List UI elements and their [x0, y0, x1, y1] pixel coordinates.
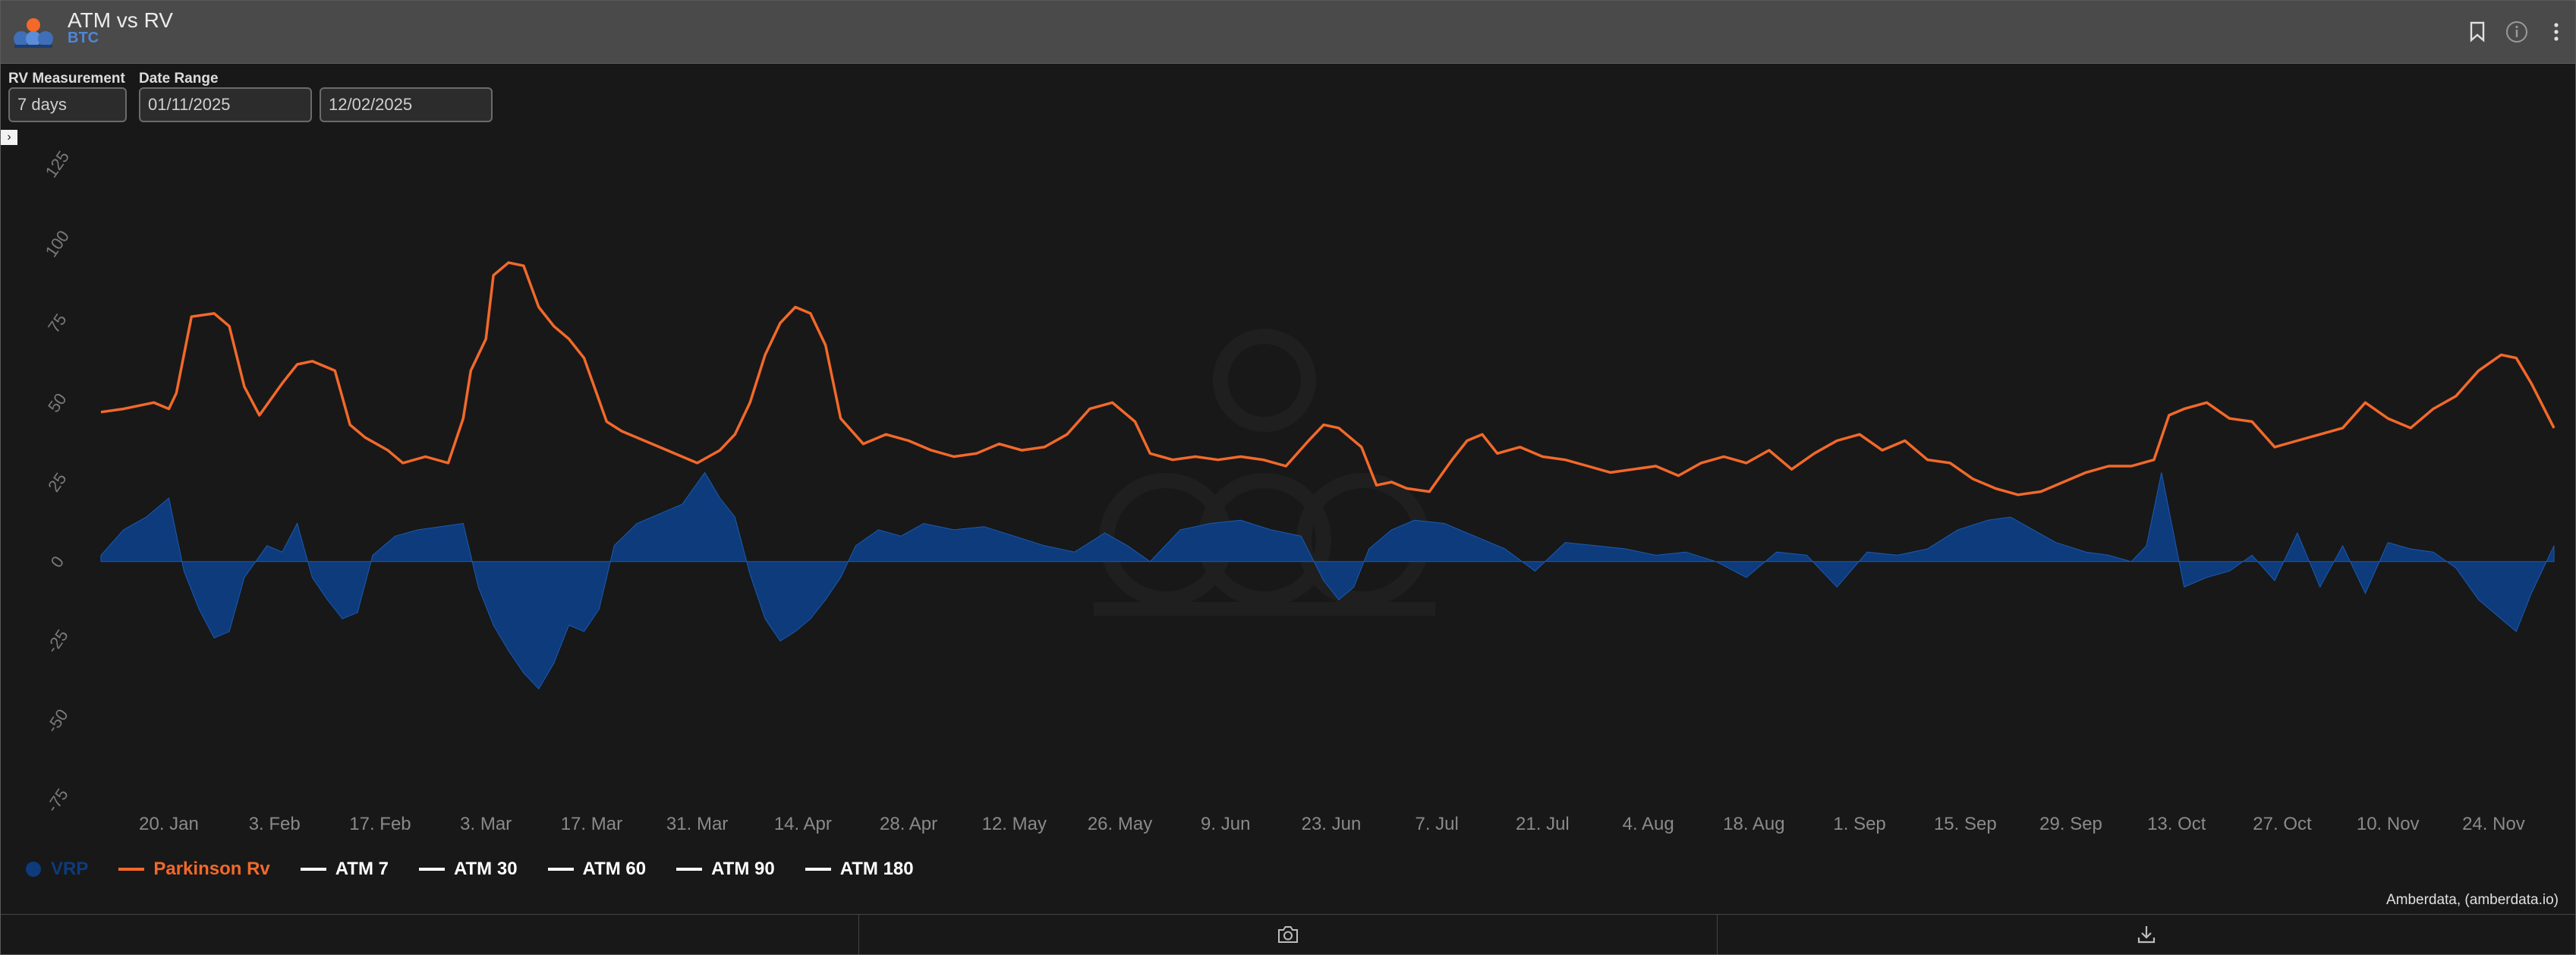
date-start-value: 01/11/2025 [148, 95, 231, 114]
y-tick-label: 50 [44, 389, 71, 415]
bookmark-icon[interactable] [2463, 17, 2492, 46]
chart-credits[interactable]: Amberdata, (amberdata.io) [2385, 892, 2559, 908]
legend-item-vrp[interactable]: VRP [25, 859, 88, 880]
download-icon [2137, 926, 2156, 944]
legend-label: VRP [51, 859, 89, 879]
x-tick-label: 14. Apr [774, 814, 832, 834]
date-range-label: Date Range [139, 71, 219, 87]
x-tick-label: 31. Mar [666, 814, 728, 834]
y-tick-label: 75 [44, 310, 71, 336]
chart-legend: VRP Parkinson Rv ATM 7 ATM 30 ATM 60 ATM… [25, 859, 944, 880]
legend-item-parkinson-rv[interactable]: Parkinson Rv [118, 859, 270, 880]
x-tick-label: 1. Sep [1833, 814, 1885, 834]
asset-subtitle: BTC [68, 30, 99, 46]
footer-spacer [1, 915, 859, 954]
widget-title: ATM vs RV [68, 8, 173, 32]
x-tick-label: 9. Jun [1201, 814, 1250, 834]
y-tick-label: 100 [42, 227, 74, 260]
date-end-value: 12/02/2025 [329, 95, 413, 114]
amberdata-logo-icon [14, 18, 53, 48]
x-tick-label: 17. Feb [349, 814, 411, 834]
vrp-area[interactable] [100, 471, 2555, 690]
x-tick-label: 26. May [1088, 814, 1152, 834]
collapse-toggle-button[interactable]: › [1, 130, 17, 145]
info-icon[interactable] [2502, 17, 2531, 46]
x-tick-label: 27. Oct [2253, 814, 2312, 834]
date-start-input[interactable]: 01/11/2025 [139, 87, 312, 122]
legend-line-icon [805, 868, 831, 871]
amberdata-watermark [1094, 329, 1435, 616]
x-tick-label: 7. Jul [1416, 814, 1459, 834]
legend-label: ATM 30 [453, 859, 518, 879]
rv-measurement-value: 7 days [17, 95, 67, 114]
rv-measurement-select[interactable]: 7 days [8, 87, 127, 122]
parkinson-rv-series [100, 261, 2556, 496]
camera-icon [1278, 926, 1298, 943]
x-tick-label: 3. Mar [460, 814, 512, 834]
legend-item-atm-30[interactable]: ATM 30 [418, 859, 518, 880]
x-tick-label: 12. May [982, 814, 1047, 834]
download-button[interactable] [1718, 915, 2575, 954]
title-bar: ATM vs RV BTC [1, 1, 2575, 64]
rv-measurement-label: RV Measurement [8, 71, 125, 87]
date-end-input[interactable]: 12/02/2025 [320, 87, 493, 122]
legend-label: ATM 60 [582, 859, 647, 879]
screenshot-button[interactable] [859, 915, 1718, 954]
legend-dot-icon [26, 862, 41, 877]
legend-item-atm-60[interactable]: ATM 60 [547, 859, 647, 880]
more-vertical-icon[interactable] [2542, 17, 2571, 46]
x-tick-label: 20. Jan [139, 814, 199, 834]
x-tick-label: 4. Aug [1623, 814, 1674, 834]
legend-line-icon [676, 868, 703, 871]
x-tick-label: 3. Feb [249, 814, 301, 834]
legend-label: ATM 7 [335, 859, 389, 879]
x-tick-label: 21. Jul [1516, 814, 1570, 834]
legend-line-icon [300, 868, 326, 871]
legend-line-icon [547, 868, 574, 871]
y-tick-label: -25 [43, 626, 72, 657]
parkinson-rv-line[interactable] [100, 261, 2556, 496]
x-tick-label: 13. Oct [2147, 814, 2206, 834]
legend-label: Parkinson Rv [153, 859, 270, 879]
y-tick-label: 125 [42, 147, 74, 181]
x-tick-label: 15. Sep [1934, 814, 1997, 834]
vrp-area-series [100, 471, 2555, 690]
legend-label: ATM 90 [711, 859, 775, 879]
x-tick-label: 29. Sep [2039, 814, 2102, 834]
x-tick-label: 17. Mar [561, 814, 622, 834]
x-tick-label: 24. Nov [2462, 814, 2525, 834]
y-tick-label: 0 [47, 553, 68, 571]
atm-vs-rv-chart: -75 -50 -25 0 25 50 75 100 125 20. Jan 3. Feb 17. … [42, 147, 2556, 834]
legend-item-atm-180[interactable]: ATM 180 [805, 859, 914, 880]
x-tick-label: 18. Aug [1723, 814, 1784, 834]
legend-label: ATM 180 [839, 859, 914, 879]
legend-item-atm-90[interactable]: ATM 90 [676, 859, 775, 880]
x-tick-label: 23. Jun [1302, 814, 1362, 834]
x-axis: 20. Jan 3. Feb 17. Feb 3. Mar 17. Mar 31. Mar… [139, 814, 2525, 834]
y-tick-label: -50 [43, 705, 72, 736]
footer-toolbar [1, 914, 2575, 954]
x-tick-label: 28. Apr [880, 814, 937, 834]
legend-line-icon [118, 868, 145, 871]
legend-item-atm-7[interactable]: ATM 7 [300, 859, 389, 880]
legend-line-icon [418, 868, 445, 871]
y-axis: -75 -50 -25 0 25 50 75 100 125 [42, 147, 74, 815]
x-tick-label: 10. Nov [2357, 814, 2420, 834]
y-tick-label: -75 [43, 785, 72, 815]
y-tick-label: 25 [44, 469, 71, 495]
